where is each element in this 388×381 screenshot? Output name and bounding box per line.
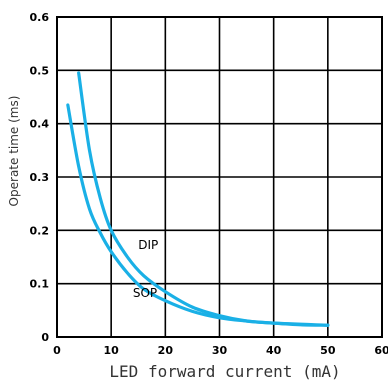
series-line-sop: [66, 103, 330, 327]
x-tick-label: 0: [53, 344, 61, 357]
chart-grid: [56, 16, 383, 338]
y-tick-label: 0.6: [30, 11, 50, 24]
x-tick-label: 50: [320, 344, 336, 357]
y-tick-label: 0: [41, 331, 49, 344]
y-tick-label: 0.3: [30, 171, 50, 184]
series-annotations: DIP SOP: [133, 238, 158, 300]
x-tick-labels: 0 10 20 30 40 50 60: [53, 344, 388, 357]
x-tick-label: 30: [212, 344, 228, 357]
y-tick-label: 0.2: [30, 224, 50, 237]
series-label-sop: SOP: [133, 286, 157, 300]
x-tick-label: 10: [104, 344, 120, 357]
y-tick-label: 0.4: [30, 118, 50, 131]
chart-series: [66, 71, 330, 327]
series-label-dip: DIP: [138, 238, 158, 252]
y-tick-labels: 0 0.1 0.2 0.3 0.4 0.5 0.6: [30, 11, 50, 344]
y-tick-label: 0.5: [30, 64, 50, 77]
y-tick-label: 0.1: [30, 278, 50, 291]
x-tick-label: 40: [266, 344, 282, 357]
series-line-dip: [77, 71, 330, 327]
x-tick-label: 60: [374, 344, 388, 357]
plot-frame: [56, 16, 383, 338]
x-tick-label: 20: [158, 344, 174, 357]
y-axis-title: Operate time (ms): [7, 96, 21, 207]
x-axis-title: LED forward current (mA): [109, 362, 340, 381]
